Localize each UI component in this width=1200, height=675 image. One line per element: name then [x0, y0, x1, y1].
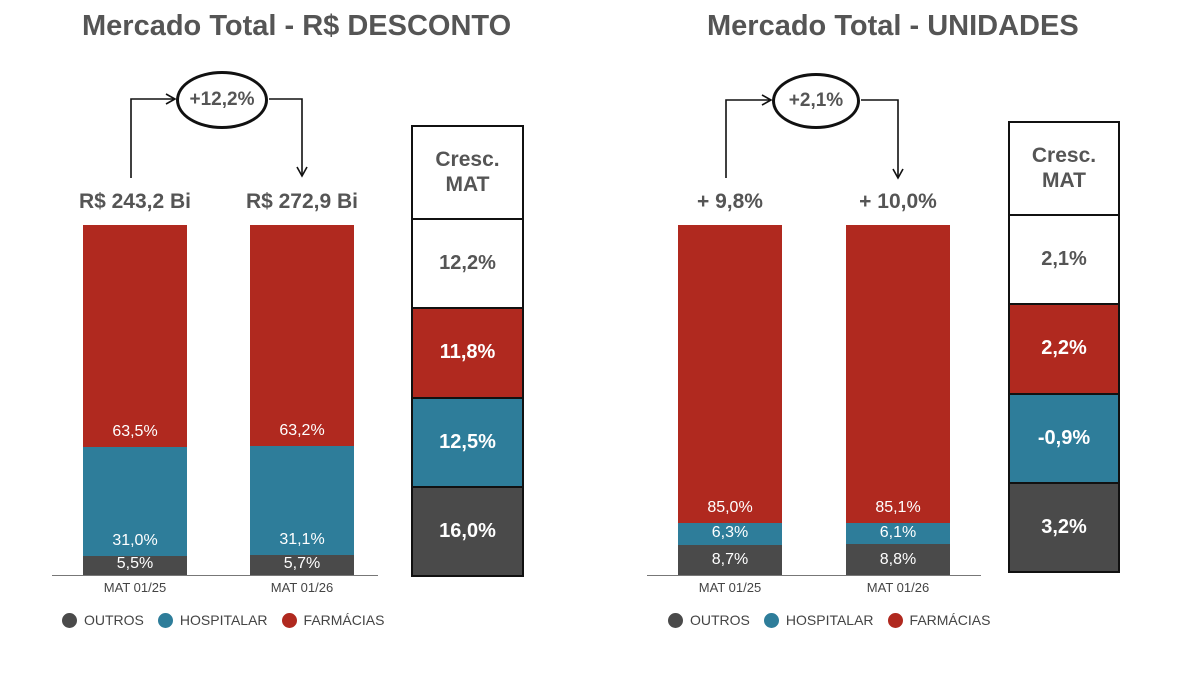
legend-label: HOSPITALAR: [179, 612, 268, 628]
bar-segment-hospitalar: [250, 446, 354, 556]
data-label-outros: 8,7%: [711, 551, 749, 568]
legend-swatch-outros: [62, 612, 77, 628]
bar-segment-farmacias: [678, 225, 782, 523]
x-axis-line: [52, 575, 378, 576]
bar-total-label: + 10,0%: [859, 190, 937, 213]
arrow-left-path: [725, 99, 770, 178]
legend-item-farmacias: FARMÁCIAS: [281, 612, 385, 628]
arrow-right-path: [861, 99, 899, 178]
growth-cell-farmacias: 11,8%: [413, 307, 522, 397]
arrowhead-right-icon: [165, 93, 177, 105]
legend-swatch-farmacias: [887, 612, 903, 628]
data-label-outros: 5,7%: [283, 555, 321, 573]
growth-table: Cresc. MAT 12,2% 11,8% 12,5% 16,0%: [411, 125, 524, 577]
legend-label: OUTROS: [690, 612, 750, 628]
bar-segment-outros: [83, 555, 187, 575]
arrowhead-down-icon: [892, 168, 904, 180]
legend-label: FARMÁCIAS: [909, 612, 991, 628]
bar-segment-farmacias: [83, 225, 187, 448]
bar-segment-hospitalar: [678, 522, 782, 545]
data-label-outros: 5,5%: [116, 555, 154, 573]
x-tick-label: MAT 01/26: [866, 580, 930, 595]
legend-item-farmacias: FARMÁCIAS: [887, 612, 991, 628]
growth-cell-farmacias: 2,2%: [1010, 303, 1118, 393]
bar-total-label: R$ 243,2 Bi: [78, 190, 192, 213]
data-label-outros: 8,8%: [879, 551, 917, 568]
bar-segment-farmacias: [846, 225, 950, 523]
growth-cell-outros: 3,2%: [1010, 481, 1118, 571]
bar-segment-outros: [678, 544, 782, 575]
bar-total-label: R$ 272,9 Bi: [245, 190, 359, 213]
growth-table-header: Cresc. MAT: [413, 127, 522, 218]
arrowhead-right-icon: [761, 94, 773, 106]
arrow-left-path: [130, 98, 174, 178]
bar-segment-hospitalar: [83, 447, 187, 556]
legend-label: HOSPITALAR: [785, 612, 874, 628]
data-label-farmacias: 85,0%: [707, 498, 753, 516]
data-label-hospitalar: 31,1%: [279, 531, 325, 549]
bar-segment-outros: [846, 544, 950, 575]
data-label-hospitalar: 6,1%: [879, 523, 917, 541]
bar-total-label: + 9,8%: [697, 190, 763, 213]
growth-cell-hospitalar: -0,9%: [1010, 392, 1118, 482]
growth-arrow: [725, 94, 904, 180]
bar-segment-outros: [250, 555, 354, 575]
data-label-farmacias: 63,5%: [112, 423, 158, 441]
legend-item-hospitalar: HOSPITALAR: [763, 612, 874, 628]
x-tick-label: MAT 01/25: [698, 580, 762, 595]
chart-title: Mercado Total - R$ DESCONTO: [82, 10, 512, 42]
legend-item-outros: OUTROS: [668, 612, 750, 628]
growth-cell-total: 2,1%: [1010, 214, 1118, 304]
chart-title: Mercado Total - UNIDADES: [707, 10, 1079, 42]
chart-panel-2: Mercado Total - UNIDADES +2,1% + 9,8% 8,7% 6…: [600, 0, 1200, 675]
bar-segment-farmacias: [250, 225, 354, 447]
x-tick-label: MAT 01/26: [270, 580, 334, 595]
arrowhead-down-icon: [296, 166, 308, 178]
x-axis-line: [647, 575, 981, 576]
legend-item-outros: OUTROS: [62, 612, 144, 628]
growth-table-header: Cresc. MAT: [1010, 123, 1118, 214]
legend-swatch-hospitalar: [763, 612, 779, 628]
legend-item-hospitalar: HOSPITALAR: [157, 612, 268, 628]
growth-cell-hospitalar: 12,5%: [413, 396, 522, 486]
growth-bubble: +12,2%: [176, 71, 268, 129]
chart-panel-1: Mercado Total - R$ DESCONTO +12,2% R$ 243,…: [52, 10, 524, 628]
data-label-hospitalar: 6,3%: [711, 523, 749, 541]
legend-label: FARMÁCIAS: [303, 612, 385, 628]
legend-swatch-hospitalar: [157, 612, 173, 628]
data-label-farmacias: 85,1%: [875, 498, 921, 516]
bar-segment-hospitalar: [846, 522, 950, 545]
legend: OUTROS HOSPITALAR FARMÁCIAS: [62, 612, 398, 628]
arrow-right-path: [269, 98, 303, 176]
legend: OUTROS HOSPITALAR FARMÁCIAS: [668, 612, 1004, 628]
growth-bubble: +2,1%: [772, 73, 860, 129]
legend-swatch-farmacias: [281, 612, 297, 628]
growth-table: Cresc. MAT 2,1% 2,2% -0,9% 3,2%: [1008, 121, 1120, 573]
growth-cell-outros: 16,0%: [413, 485, 522, 575]
growth-cell-total: 12,2%: [413, 218, 522, 308]
data-label-hospitalar: 31,0%: [112, 531, 158, 549]
legend-swatch-outros: [668, 612, 683, 628]
data-label-farmacias: 63,2%: [279, 422, 325, 440]
growth-arrow: [130, 93, 308, 178]
legend-label: OUTROS: [84, 612, 144, 628]
x-tick-label: MAT 01/25: [103, 580, 167, 595]
